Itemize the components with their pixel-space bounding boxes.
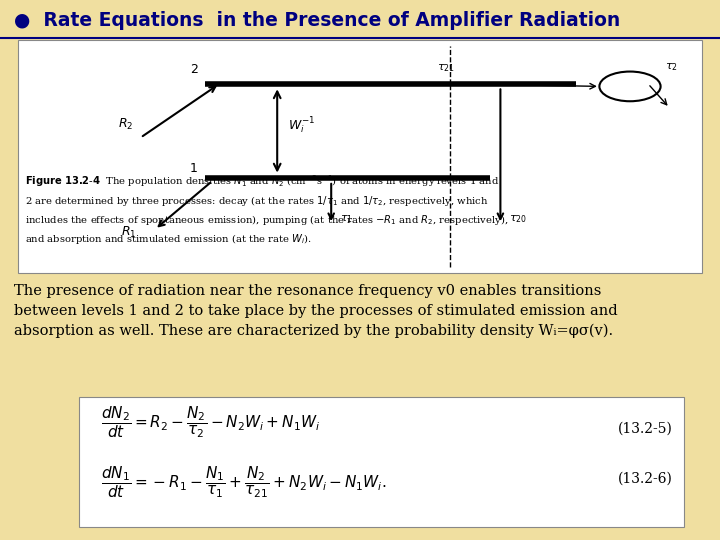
Text: (13.2-5): (13.2-5)	[618, 421, 673, 435]
Bar	[79, 397, 684, 526]
Bar	[18, 40, 702, 273]
Text: $\tau_2$: $\tau_2$	[665, 61, 678, 73]
Text: $\dfrac{dN_2}{dt} = R_2 - \dfrac{N_2}{\tau_2} - N_2W_i + N_1W_i$: $\dfrac{dN_2}{dt} = R_2 - \dfrac{N_2}{\t…	[101, 405, 320, 441]
Text: $W_i^{-1}$: $W_i^{-1}$	[288, 116, 315, 136]
Text: $\tau_{21}$: $\tau_{21}$	[438, 62, 455, 74]
Text: 2: 2	[190, 63, 198, 76]
Text: (13.2-6): (13.2-6)	[618, 472, 673, 486]
Text: 1: 1	[190, 163, 198, 176]
Text: $\bf{Figure\ 13.2\text{-}4}$  The population densities $N_1$ and $N_2$ (cm$^{-3}: $\bf{Figure\ 13.2\text{-}4}$ The populat…	[25, 173, 508, 246]
Text: $\dfrac{dN_1}{dt} = -R_1 - \dfrac{N_1}{\tau_1} + \dfrac{N_2}{\tau_{21}} + N_2W_i: $\dfrac{dN_1}{dt} = -R_1 - \dfrac{N_1}{\…	[101, 464, 387, 500]
Text: $\tau_{20}$: $\tau_{20}$	[509, 213, 527, 225]
Text: $R_2$: $R_2$	[118, 117, 133, 132]
Text: ●  Rate Equations  in the Presence of Amplifier Radiation: ● Rate Equations in the Presence of Ampl…	[14, 11, 621, 30]
Text: $\tau_1$: $\tau_1$	[340, 213, 353, 225]
Text: $R_1$: $R_1$	[122, 225, 137, 240]
Text: The presence of radiation near the resonance frequency v0 enables transitions
be: The presence of radiation near the reson…	[14, 284, 618, 338]
